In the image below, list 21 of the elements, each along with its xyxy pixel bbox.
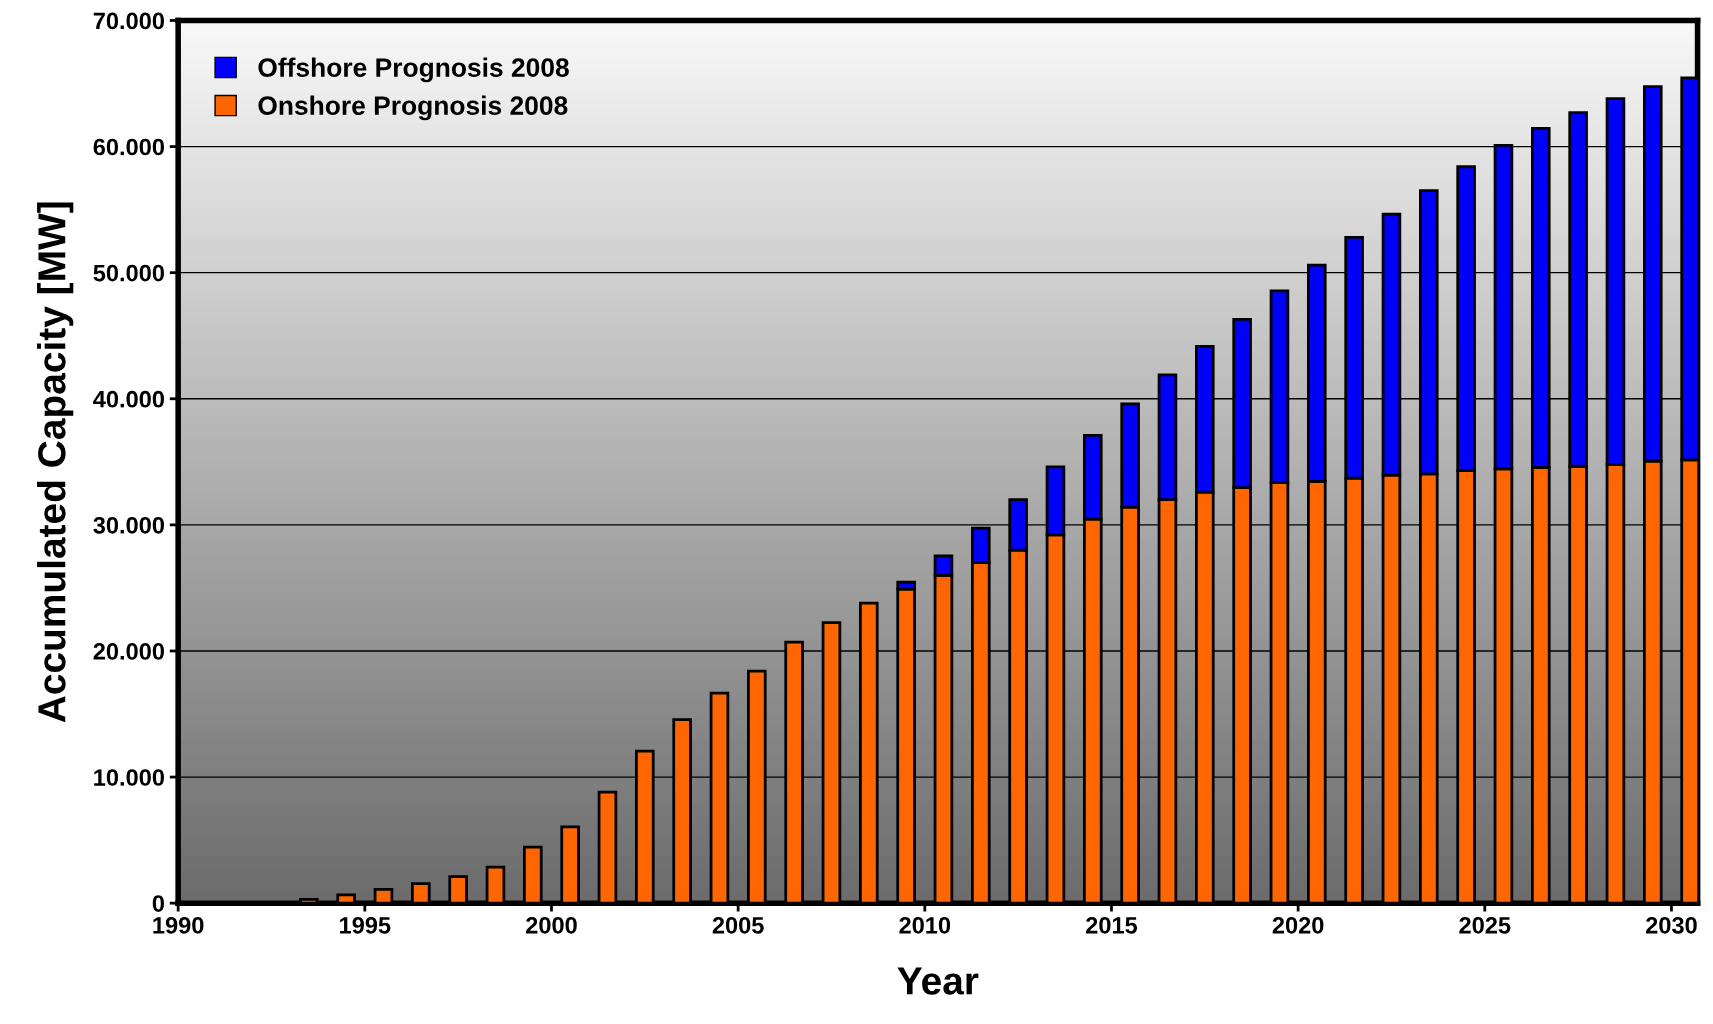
- x-tick-label: 2010: [899, 916, 951, 934]
- y-tick-label: 10.000: [94, 769, 164, 786]
- y-tick-label: 20.000: [93, 643, 164, 660]
- x-tick-label: 2025: [1459, 916, 1511, 934]
- y-tick-label: 40.000: [93, 390, 164, 408]
- y-tick-label: 50.000: [93, 264, 164, 282]
- x-tick-label: 2005: [712, 916, 764, 934]
- legend-label: Offshore Prognosis 2008: [258, 57, 569, 83]
- x-tick-label: 2000: [526, 916, 577, 934]
- y-tick-label: 60.000: [93, 138, 164, 156]
- x-tick-label: 2020: [1272, 916, 1324, 934]
- x-tick-label: 1990: [153, 916, 204, 934]
- y-tick-label: 70.000: [93, 12, 164, 30]
- x-tick-label: 2030: [1646, 916, 1697, 934]
- x-tick-label: 2015: [1086, 916, 1138, 934]
- legend-label: Onshore Prognosis 2008: [258, 95, 568, 121]
- x-tick-label: 1995: [340, 916, 391, 934]
- y-tick-label: 0: [152, 895, 164, 912]
- x-axis-title: Year: [897, 967, 979, 995]
- y-axis-title: Accumulated Capacity [MW]: [37, 202, 74, 723]
- y-tick-label: 30.000: [93, 516, 164, 534]
